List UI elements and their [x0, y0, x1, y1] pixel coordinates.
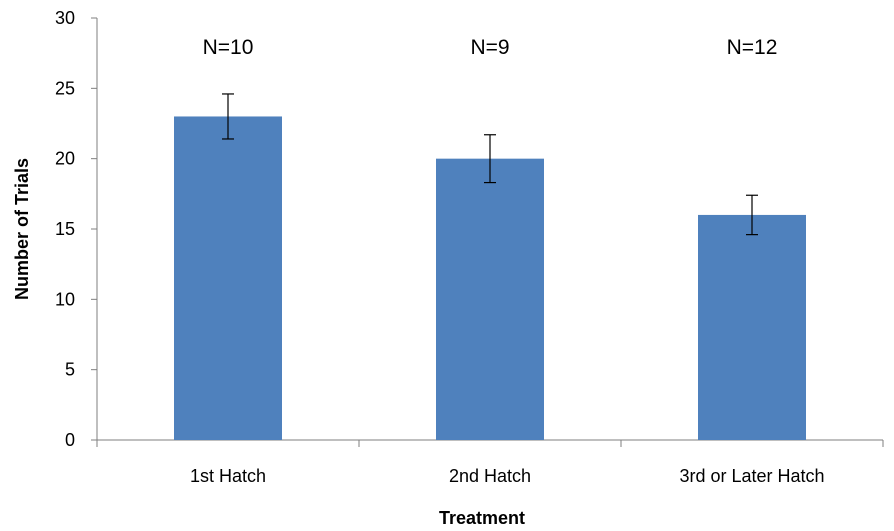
sample-size-label: N=9	[470, 36, 509, 59]
labels: 1st Hatch N=10 2nd Hatch N=9 3rd or Later Ha…	[190, 36, 825, 486]
x-tick-label: 1st Hatch	[190, 466, 266, 486]
error-bars	[222, 93, 758, 236]
y-tick-label: 20	[55, 149, 75, 169]
x-axis-title: Treatment	[439, 508, 525, 528]
x-tick-label: 3rd or Later Hatch	[679, 466, 824, 486]
sample-size-label: N=12	[727, 36, 778, 59]
bar	[436, 158, 544, 440]
y-tick-label: 0	[65, 430, 75, 450]
y-tick-label: 10	[55, 289, 75, 309]
y-tick-label: 15	[55, 219, 75, 239]
y-axis-title: Number of Trials	[12, 158, 32, 300]
sample-size-label: N=10	[203, 36, 254, 59]
y-tick-label: 25	[55, 78, 75, 98]
bars	[174, 116, 806, 440]
y-tick-label: 5	[65, 360, 75, 380]
bar	[174, 116, 282, 440]
x-tick-label: 2nd Hatch	[449, 466, 531, 486]
bar	[698, 214, 806, 440]
y-tick-label: 30	[55, 8, 75, 28]
